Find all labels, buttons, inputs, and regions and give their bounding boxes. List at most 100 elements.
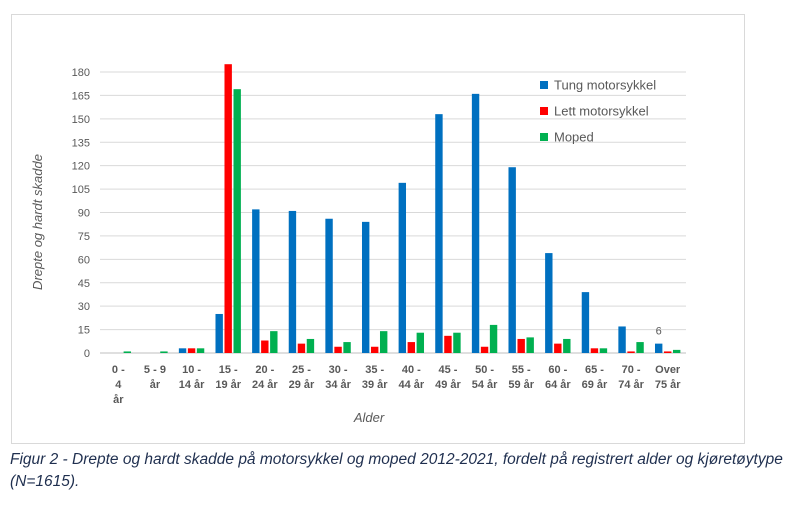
x-tick-label: Over (655, 364, 681, 376)
x-tick-label: 14 år (179, 379, 205, 391)
x-tick-label: 34 år (325, 379, 351, 391)
bar (672, 349, 681, 353)
bar (270, 331, 278, 353)
x-tick-label: 59 år (508, 379, 534, 391)
bar (334, 346, 342, 353)
y-tick-label: 0 (84, 348, 90, 360)
y-tick-label: 165 (72, 90, 90, 102)
bar (627, 351, 635, 353)
bar (370, 346, 379, 353)
bar (581, 292, 590, 353)
x-tick-label: 65 - (585, 364, 604, 376)
x-tick-label: 75 år (655, 379, 681, 391)
x-tick-label: 25 - (292, 364, 311, 376)
bar (178, 348, 187, 353)
x-tick-label: 35 - (365, 364, 384, 376)
bar (471, 93, 480, 353)
bar (379, 331, 388, 353)
legend-swatch (540, 81, 548, 89)
x-tick-label: 4 (115, 379, 122, 391)
x-tick-label: 10 - (182, 364, 201, 376)
x-tick-label: 0 - (112, 364, 125, 376)
bar (508, 167, 516, 353)
x-tick-label: 74 år (618, 379, 644, 391)
x-tick-label: 50 - (475, 364, 494, 376)
x-tick-label: 49 år (435, 379, 461, 391)
bar (563, 338, 571, 353)
bar (554, 343, 562, 353)
legend-entry: Lett motorsykkel (554, 104, 649, 119)
x-tick-label: 20 - (255, 364, 274, 376)
x-tick-label: 60 - (548, 364, 567, 376)
y-tick-label: 30 (78, 301, 90, 313)
gridlines (100, 71, 686, 354)
legend: Tung motorsykkel Lett motorsykkel Moped (540, 78, 656, 145)
x-tick-label: 69 år (582, 379, 608, 391)
x-tick-label: 29 år (289, 379, 315, 391)
legend-entry: Moped (554, 130, 594, 145)
bar (654, 343, 663, 353)
bar (618, 326, 626, 353)
bar (545, 253, 553, 353)
bar (435, 114, 443, 354)
bar (187, 348, 196, 353)
bar (306, 338, 315, 353)
x-tick-label: 24 år (252, 379, 278, 391)
y-axis-ticks: 0 15 30 45 60 75 90 105 120 135 150 165 180 (72, 67, 90, 360)
x-axis-category-labels: 0 - 4 år 5 - 9 år 10 - 14 år 15 - 19 år 20 - 24 år… (112, 364, 681, 406)
bar (636, 342, 644, 353)
y-tick-label: 60 (78, 254, 90, 266)
x-tick-label: år (113, 394, 124, 406)
bar (517, 338, 525, 353)
x-tick-label: 40 - (402, 364, 421, 376)
chart-frame: 0 15 30 45 60 75 90 105 120 135 150 165 180 0 - 4 år 5 … (11, 14, 745, 444)
x-tick-label: 15 - (219, 364, 238, 376)
x-tick-label: 5 - 9 (144, 364, 166, 376)
y-tick-label: 150 (72, 114, 90, 126)
bar (261, 340, 269, 353)
bar-chart: 0 15 30 45 60 75 90 105 120 135 150 165 180 0 - 4 år 5 … (30, 64, 686, 425)
legend-swatch (540, 133, 548, 141)
bar (663, 351, 672, 353)
y-axis-title: Drepte og hardt skadde (30, 154, 45, 290)
bar (325, 218, 333, 353)
bar (160, 351, 168, 353)
x-tick-label: 30 - (329, 364, 348, 376)
bar (343, 342, 351, 353)
x-tick-label: år (150, 379, 161, 391)
bar (453, 332, 461, 353)
bar (196, 348, 205, 353)
figure-caption: Figur 2 - Drepte og hardt skadde på moto… (10, 451, 783, 490)
y-tick-label: 105 (72, 184, 90, 196)
data-label: 6 (656, 326, 662, 338)
bar (398, 182, 407, 353)
x-axis-title: Alder (353, 410, 385, 425)
x-tick-label: 64 år (545, 379, 571, 391)
legend-swatch (540, 107, 548, 115)
data-labels: 6 (656, 326, 662, 338)
bar (416, 332, 425, 353)
legend-entry: Tung motorsykkel (554, 78, 656, 93)
x-tick-label: 19 år (215, 379, 241, 391)
y-tick-label: 45 (78, 278, 90, 290)
y-tick-label: 135 (72, 137, 90, 149)
bar (288, 210, 297, 353)
y-tick-label: 180 (72, 67, 90, 79)
x-tick-label: 39 år (362, 379, 388, 391)
bar (297, 343, 306, 353)
bar (489, 324, 498, 353)
bar (123, 351, 132, 353)
y-tick-label: 120 (72, 161, 90, 173)
bar (444, 335, 452, 353)
x-tick-label: 55 - (512, 364, 531, 376)
y-tick-label: 90 (78, 208, 90, 220)
bar (361, 221, 370, 353)
x-tick-label: 70 - (622, 364, 641, 376)
bar (252, 209, 260, 353)
bar (599, 348, 608, 353)
x-tick-label: 44 år (398, 379, 424, 391)
y-tick-label: 15 (78, 325, 90, 337)
bar (224, 64, 232, 353)
bar (590, 348, 599, 353)
bar (407, 342, 416, 353)
